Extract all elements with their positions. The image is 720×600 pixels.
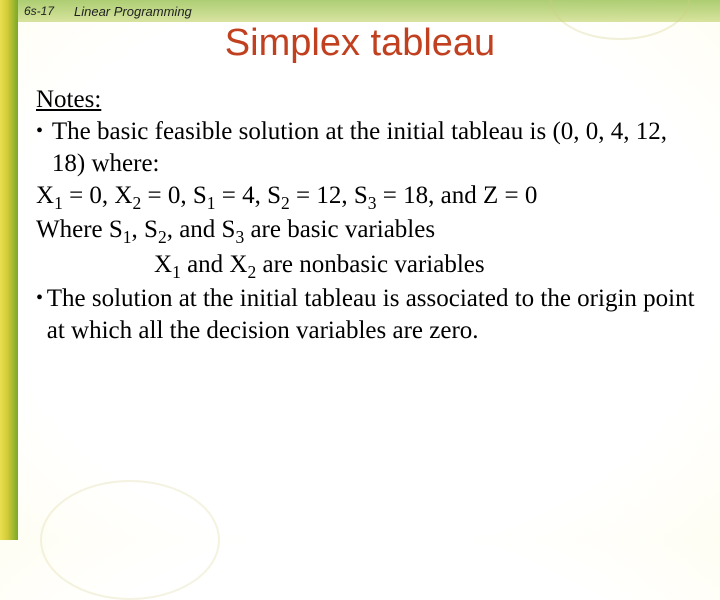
subscript: 3 (368, 193, 377, 213)
equation-line-2: Where S1, S2, and S3 are basic variables (36, 214, 696, 248)
eq-text: , and S (167, 216, 236, 243)
eq-text: and X (181, 251, 248, 278)
eq-text: = 0, X (63, 182, 133, 209)
subscript: 3 (235, 227, 244, 247)
bullet-1: • The basic feasible solution at the ini… (36, 116, 696, 180)
eq-text: Where S (36, 216, 123, 243)
subscript: 2 (247, 262, 256, 282)
equation-line-3: X1 and X2 are nonbasic variables (36, 249, 696, 283)
slide-body: Notes: • The basic feasible solution at … (36, 84, 696, 347)
eq-text: = 4, S (215, 182, 281, 209)
notes-heading: Notes: (36, 84, 696, 116)
eq-text: = 12, S (290, 182, 368, 209)
eq-text: X (154, 251, 172, 278)
subscript: 2 (132, 193, 141, 213)
equation-line-1: X1 = 0, X2 = 0, S1 = 4, S2 = 12, S3 = 18… (36, 180, 696, 214)
bullet-2-text: The solution at the initial tableau is a… (47, 283, 696, 347)
page-number: 6s-17 (24, 4, 54, 18)
subscript: 2 (158, 227, 167, 247)
bullet-1-text: The basic feasible solution at the initi… (52, 116, 696, 180)
subscript: 1 (123, 227, 132, 247)
eq-text: = 0, S (141, 182, 207, 209)
slide-title: Simplex tableau (0, 22, 720, 65)
eq-text: = 18, and Z = 0 (377, 182, 538, 209)
subscript: 1 (172, 262, 181, 282)
bullet-2: • The solution at the initial tableau is… (36, 283, 696, 347)
chapter-label: Linear Programming (74, 4, 192, 19)
bullet-dot-icon: • (36, 116, 52, 146)
decorative-circle-bottom (40, 480, 220, 600)
subscript: 2 (281, 193, 290, 213)
bullet-dot-icon: • (36, 283, 47, 313)
eq-text: are basic variables (244, 216, 435, 243)
eq-text: , S (132, 216, 158, 243)
subscript: 1 (54, 193, 63, 213)
eq-text: X (36, 182, 54, 209)
eq-text: are nonbasic variables (256, 251, 484, 278)
left-accent-bar (0, 0, 18, 540)
